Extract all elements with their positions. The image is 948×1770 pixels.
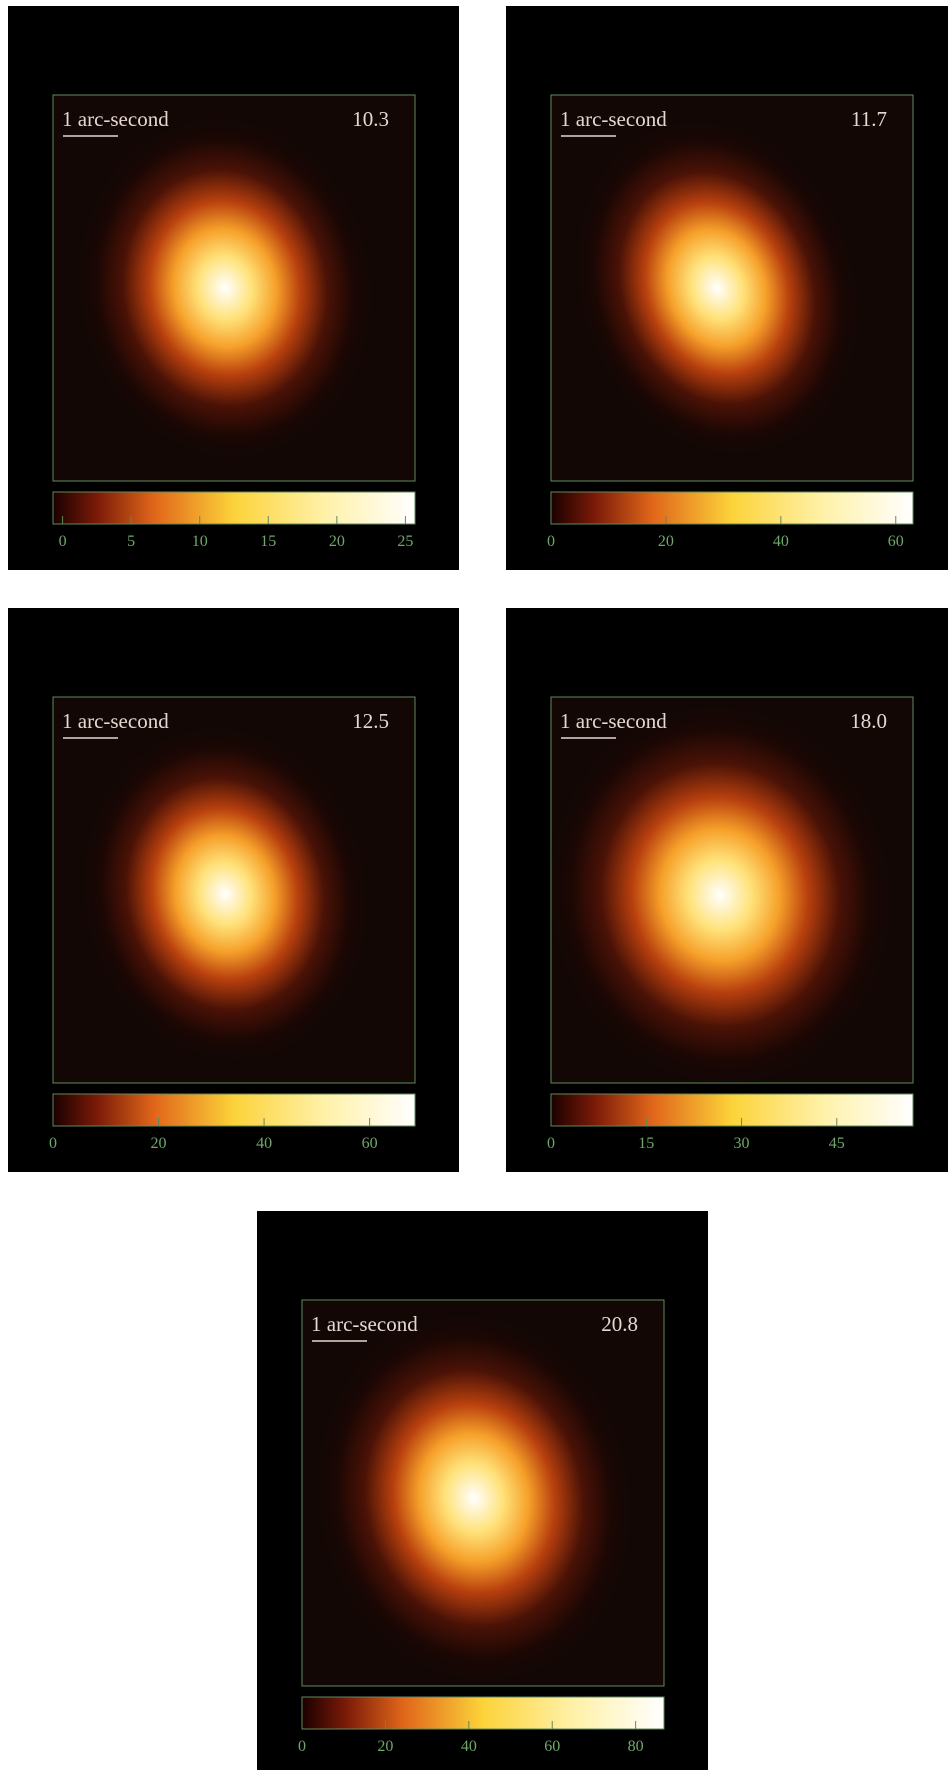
colorbar-tick-label: 60 [362,1135,378,1152]
panel: 1 arc-second 20.8 0 20 40 60 80 [257,1211,708,1770]
panel: 1 arc-second 12.5 0 20 40 60 [8,608,459,1172]
source-image [74,113,376,463]
colorbar-tick-label: 15 [638,1135,654,1152]
colorbar-tick-label: 5 [127,533,135,550]
colorbar [550,491,914,525]
colorbar-tick-label: 30 [734,1135,750,1152]
panel: 1 arc-second 10.3 0 5 10 15 20 25 [8,6,459,570]
colorbar-tick-label: 0 [547,533,555,550]
image-frame [550,696,914,1084]
colorbar-tick-label: 10 [192,533,208,550]
colorbar-tick-label: 20 [658,533,674,550]
panel-value: 12.5 [352,709,389,733]
colorbar-tick-label: 0 [547,1135,555,1152]
panel-value: 11.7 [851,107,887,131]
colorbar-tick-label: 60 [888,533,904,550]
colorbar-tick-label: 15 [260,533,276,550]
colorbar [52,1093,416,1127]
image-frame [52,696,416,1084]
scale-label: 1 arc-second [62,107,169,131]
image-frame [301,1299,665,1687]
colorbar-tick-label: 40 [773,533,789,550]
colorbar [52,491,416,525]
colorbar [301,1696,665,1730]
colorbar-tick-label: 0 [298,1738,306,1755]
colorbar-tick-label: 0 [59,533,67,550]
colorbar-tick-label: 20 [377,1738,393,1755]
image-frame [550,94,914,482]
panel: 1 arc-second 18.0 0 15 30 45 [506,608,948,1172]
colorbar-tick-label: 25 [397,533,413,550]
colorbar-tick-label: 40 [461,1738,477,1755]
source-image [312,1309,636,1687]
source-image [572,116,862,460]
image-frame [52,94,416,482]
panel-value: 10.3 [352,107,389,131]
scale-label: 1 arc-second [560,107,667,131]
panel-value: 18.0 [850,709,887,733]
colorbar-tick-label: 80 [628,1738,644,1755]
colorbar-tick-label: 0 [49,1135,57,1152]
colorbar-tick-label: 60 [544,1738,560,1755]
colorbar-tick-label: 45 [829,1135,845,1152]
colorbar [550,1093,914,1127]
scale-label: 1 arc-second [560,709,667,733]
panel-value: 20.8 [601,1312,638,1336]
scale-label: 1 arc-second [311,1312,418,1336]
scale-label: 1 arc-second [62,709,169,733]
source-image [544,700,896,1090]
panel: 1 arc-second 11.7 0 20 40 60 [506,6,948,570]
source-image [78,723,372,1065]
colorbar-tick-label: 20 [151,1135,167,1152]
colorbar-tick-label: 40 [256,1135,272,1152]
colorbar-tick-label: 20 [329,533,345,550]
